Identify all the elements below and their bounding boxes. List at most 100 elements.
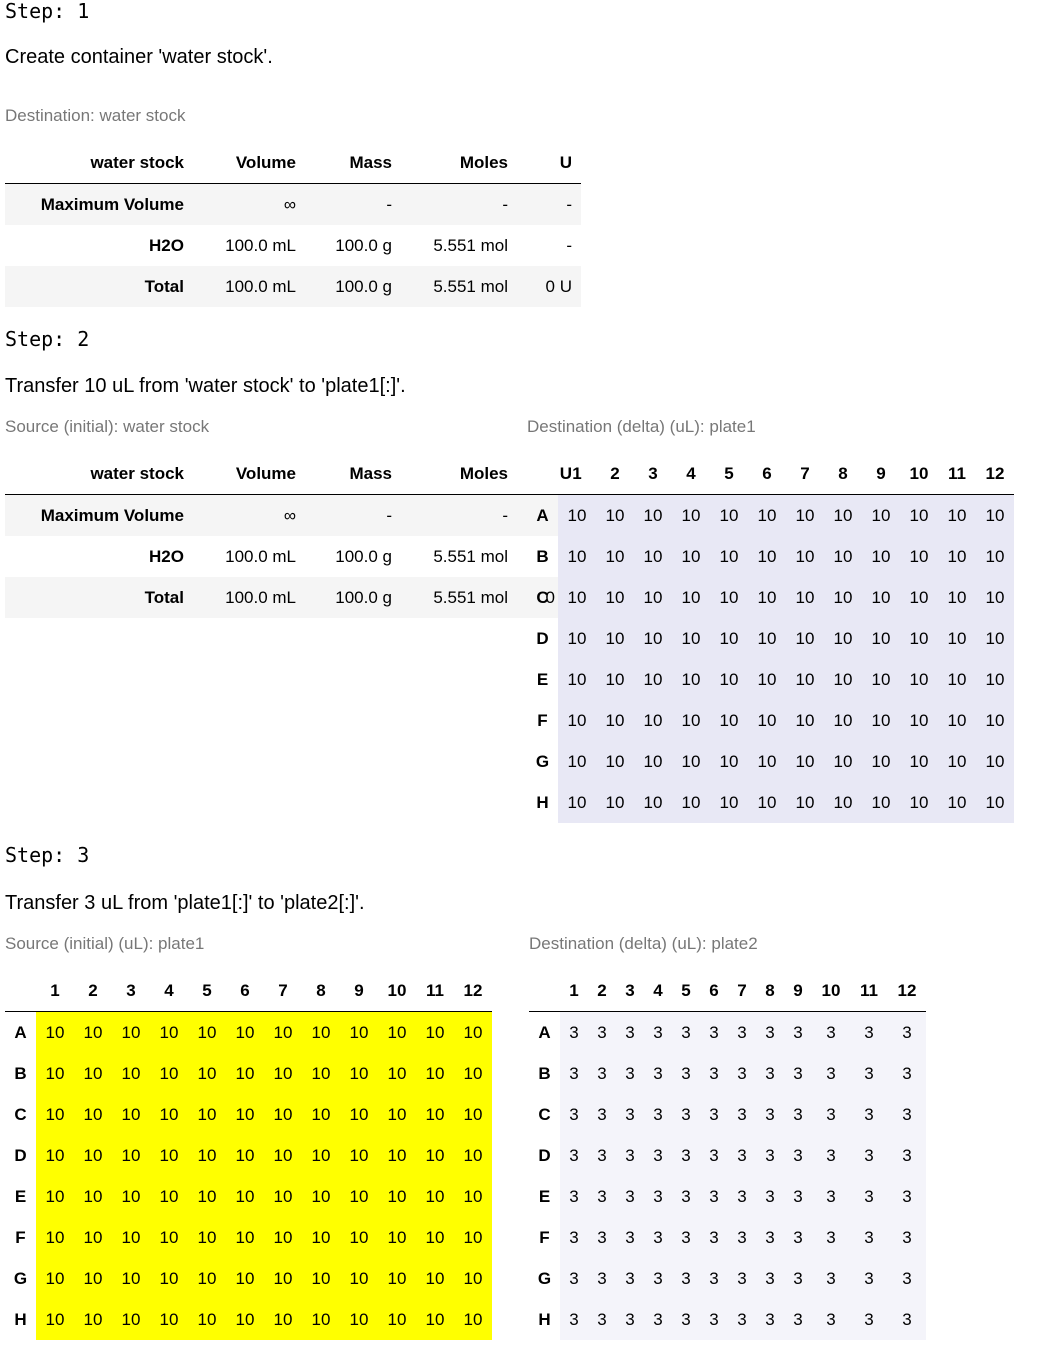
well-cell: 10 [378,1176,416,1217]
well-cell: 10 [36,1135,74,1176]
column-header: 3 [112,971,150,1012]
well-cell: 10 [226,1135,264,1176]
well-cell: 10 [264,1053,302,1094]
well-cell: 3 [616,1176,644,1217]
table-cell: 5.551 mol [433,276,508,296]
well-cell: 3 [644,1217,672,1258]
well-cell: 10 [378,1053,416,1094]
plate-row: D 10 10 10 10 10 10 10 10 10 10 10 10 [527,618,1014,659]
column-header: 6 [700,971,728,1012]
well-cell: 10 [786,577,824,618]
well-cell: 3 [728,1217,756,1258]
well-cell: 3 [644,1176,672,1217]
plate-row: A 10 10 10 10 10 10 10 10 10 10 10 10 [5,1011,492,1053]
well-cell: 10 [558,782,596,823]
well-cell: 10 [596,782,634,823]
well-cell: 10 [264,1176,302,1217]
well-cell: 10 [302,1011,340,1053]
plate-row: G 10 10 10 10 10 10 10 10 10 10 10 10 [527,741,1014,782]
step-2-destination-plate-wrap: 1 2 3 4 5 6 7 8 9 10 11 12 A 10 10 10 10 10 10 10 10 10 10 10 10… [527,454,1014,823]
column-header: 5 [672,971,700,1012]
well-cell: 10 [74,1299,112,1340]
well-cell: 10 [558,700,596,741]
well-cell: 10 [900,577,938,618]
well-cell: 10 [378,1217,416,1258]
step-2-source-caption: Source (initial): water stock [5,417,210,436]
well-cell: 10 [824,618,862,659]
column-header: 9 [784,971,812,1012]
column-header: 8 [824,454,862,495]
column-header: 11 [850,971,888,1012]
well-cell: 3 [812,1011,850,1053]
well-cell: 10 [150,1053,188,1094]
row-header: B [14,1063,27,1083]
well-cell: 10 [226,1053,264,1094]
well-cell: 10 [340,1258,378,1299]
well-cell: 3 [588,1299,616,1340]
table-cell: 100.0 mL [225,587,296,607]
well-cell: 10 [710,700,748,741]
well-cell: 3 [812,1176,850,1217]
well-cell: 3 [812,1217,850,1258]
well-cell: 10 [416,1094,454,1135]
well-cell: 10 [976,577,1014,618]
well-cell: 3 [700,1053,728,1094]
column-header: 8 [756,971,784,1012]
well-cell: 10 [976,782,1014,823]
row-header: Maximum Volume [40,194,184,214]
well-cell: 10 [786,536,824,577]
row-header: H2O [149,235,184,255]
well-cell: 10 [710,659,748,700]
column-header: Moles [401,454,517,495]
well-cell: 10 [36,1176,74,1217]
plate-row: E 10 10 10 10 10 10 10 10 10 10 10 10 [527,659,1014,700]
well-cell: 3 [756,1011,784,1053]
well-cell: 10 [188,1094,226,1135]
well-cell: 3 [728,1135,756,1176]
well-cell: 10 [226,1217,264,1258]
well-cell: 10 [710,618,748,659]
row-header: Total [144,276,184,296]
row-header: A [538,1022,551,1042]
well-cell: 3 [700,1011,728,1053]
well-cell: 10 [416,1053,454,1094]
well-cell: 10 [378,1258,416,1299]
column-header: 8 [302,971,340,1012]
well-cell: 10 [672,536,710,577]
column-header: 2 [596,454,634,495]
table-cell: - [386,505,392,525]
well-cell: 3 [700,1094,728,1135]
well-cell: 10 [596,577,634,618]
row-header: E [538,1186,551,1206]
corner-header [529,971,560,1012]
well-cell: 3 [756,1053,784,1094]
plate-row: B 10 10 10 10 10 10 10 10 10 10 10 10 [5,1053,492,1094]
row-header: B [538,1063,551,1083]
table-cell: - [502,505,508,525]
well-cell: 3 [850,1299,888,1340]
well-cell: 10 [634,618,672,659]
well-cell: 10 [416,1217,454,1258]
well-cell: 10 [150,1258,188,1299]
column-header: 10 [378,971,416,1012]
well-cell: 3 [700,1299,728,1340]
column-header: 9 [862,454,900,495]
well-cell: 10 [454,1258,492,1299]
well-cell: 10 [74,1176,112,1217]
row-header: B [536,546,549,566]
well-cell: 3 [756,1176,784,1217]
well-cell: 10 [416,1135,454,1176]
well-cell: 3 [616,1011,644,1053]
well-cell: 10 [786,782,824,823]
well-cell: 3 [888,1217,926,1258]
well-cell: 3 [700,1176,728,1217]
column-header: 12 [888,971,926,1012]
well-cell: 10 [748,700,786,741]
well-cell: 3 [644,1053,672,1094]
well-cell: 3 [756,1299,784,1340]
well-cell: 10 [36,1299,74,1340]
well-cell: 3 [672,1094,700,1135]
